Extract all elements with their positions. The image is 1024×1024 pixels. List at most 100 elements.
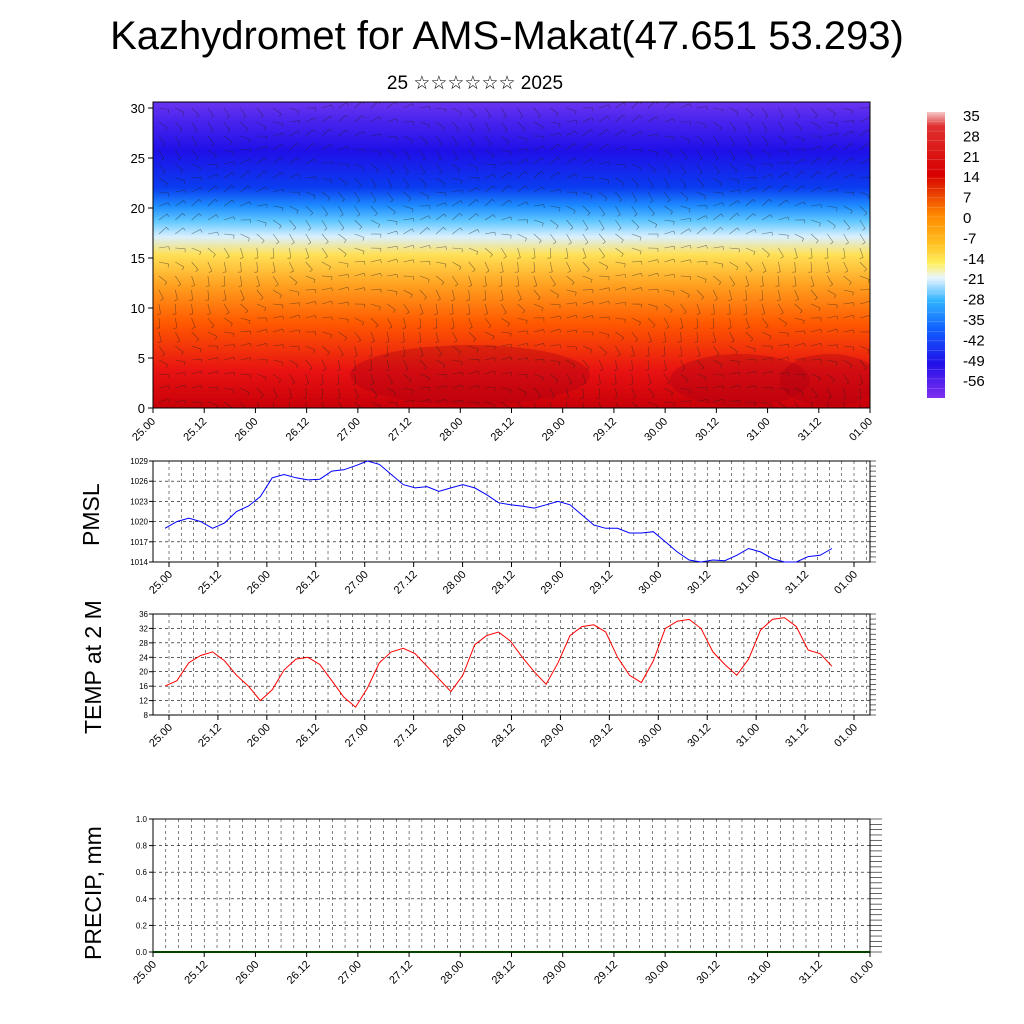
wind-barb-flag (280, 156, 284, 160)
wind-barb-flag (408, 380, 412, 384)
wind-barb (191, 345, 202, 350)
wind-barb (843, 157, 852, 165)
wind-barb (240, 171, 249, 179)
wind-barb (224, 387, 235, 391)
wind-barb (843, 130, 853, 137)
wind-barb (484, 303, 488, 314)
wind-barb (224, 317, 233, 324)
wind-barb-flag (820, 343, 822, 347)
wind-barb-flag (524, 238, 527, 242)
wind-barb (158, 275, 168, 283)
wind-barb-flag (636, 226, 640, 230)
wind-barb (631, 260, 642, 263)
pmsl-x-tick-label: 28.00 (441, 569, 469, 597)
wind-barb-flag (601, 255, 605, 259)
wind-barb (729, 121, 737, 130)
wind-barb-flag (641, 287, 643, 292)
wind-barb-flag (233, 389, 235, 394)
wind-barb (778, 261, 781, 272)
wind-barb (289, 107, 300, 112)
wind-barb (191, 358, 202, 361)
wind-barb-flag (714, 158, 719, 161)
wind-barb (729, 372, 740, 375)
wind-barb (354, 247, 365, 252)
wind-barb (810, 186, 820, 193)
wind-barb (680, 244, 691, 249)
wind-barb (452, 399, 463, 403)
wind-barb-flag (459, 112, 462, 116)
wind-barb (827, 219, 836, 227)
pmsl-x-tick-label: 27.12 (392, 569, 420, 597)
wind-barb-flag (538, 240, 542, 244)
wind-barb-flag (503, 256, 507, 259)
wind-barb (305, 359, 313, 368)
wind-barb-flag (419, 313, 424, 315)
wind-barb-flag (678, 355, 683, 357)
wind-barb (175, 261, 185, 268)
wind-barb-flag (438, 353, 443, 357)
wind-barb-flag (590, 279, 593, 283)
wind-barb-flag (330, 180, 333, 184)
wind-barb-flag (685, 198, 689, 202)
chart-title: Kazhydromet for AMS-Makat(47.651 53.293) (110, 14, 904, 58)
wind-barb-flag (699, 158, 703, 161)
wind-barb-flag (848, 282, 852, 286)
wind-barb (158, 202, 169, 207)
wind-barb (240, 121, 248, 130)
wind-barb (778, 303, 784, 313)
wind-barb (452, 261, 462, 268)
wind-barb (599, 287, 609, 291)
wind-barb (778, 331, 789, 334)
wind-barb-flag (770, 214, 773, 218)
wind-barb (321, 345, 330, 353)
wind-barb-flag (329, 128, 332, 132)
wind-barb (501, 331, 512, 334)
wind-barb (680, 387, 691, 391)
wind-barb (598, 191, 608, 199)
wind-barb (273, 121, 284, 124)
wind-barb (240, 135, 250, 140)
wind-barb (533, 157, 542, 165)
wind-barb (517, 247, 521, 258)
wind-barb-flag (294, 282, 298, 286)
wind-barb-flag (489, 254, 493, 258)
wind-barb-flag (503, 312, 507, 315)
wind-barb-flag (558, 362, 561, 366)
wind-barb (191, 121, 198, 131)
wind-barb-flag (655, 102, 658, 104)
wind-barb (810, 247, 813, 258)
wind-barb (680, 331, 682, 342)
wind-barb (713, 261, 724, 265)
wind-barb (794, 330, 805, 333)
wind-barb-flag (291, 242, 295, 245)
wind-barb-flag (181, 266, 185, 271)
wind-barb (273, 132, 283, 137)
wind-barb (468, 275, 473, 286)
wind-barb (615, 401, 620, 408)
wind-barb (664, 135, 675, 138)
wind-barb (191, 247, 201, 253)
wind-barb-flag (519, 116, 524, 119)
wind-barb (435, 135, 443, 145)
wind-barb (827, 387, 832, 398)
wind-barb (745, 121, 752, 131)
temp-y-tick-label: 24 (139, 653, 148, 662)
wind-barb (191, 275, 195, 286)
wind-barb (631, 247, 642, 252)
wind-barb-flag (233, 372, 235, 376)
precip-x-tick-label: 27.12 (387, 959, 415, 987)
wind-barb (778, 184, 786, 193)
pmsl-x-tick-label: 29.00 (539, 569, 567, 597)
wind-barb-flag (688, 228, 692, 232)
wind-barb (224, 356, 234, 361)
wind-barb (615, 274, 626, 277)
wind-barb (778, 372, 789, 375)
wind-barb (452, 177, 463, 181)
wind-barb-flag (473, 338, 477, 342)
wind-barb-flag (803, 158, 806, 163)
wind-barb (387, 205, 396, 212)
wind-barb (305, 261, 313, 270)
wind-barb (517, 289, 522, 300)
wind-barb (370, 259, 381, 263)
wind-barb (729, 177, 740, 181)
